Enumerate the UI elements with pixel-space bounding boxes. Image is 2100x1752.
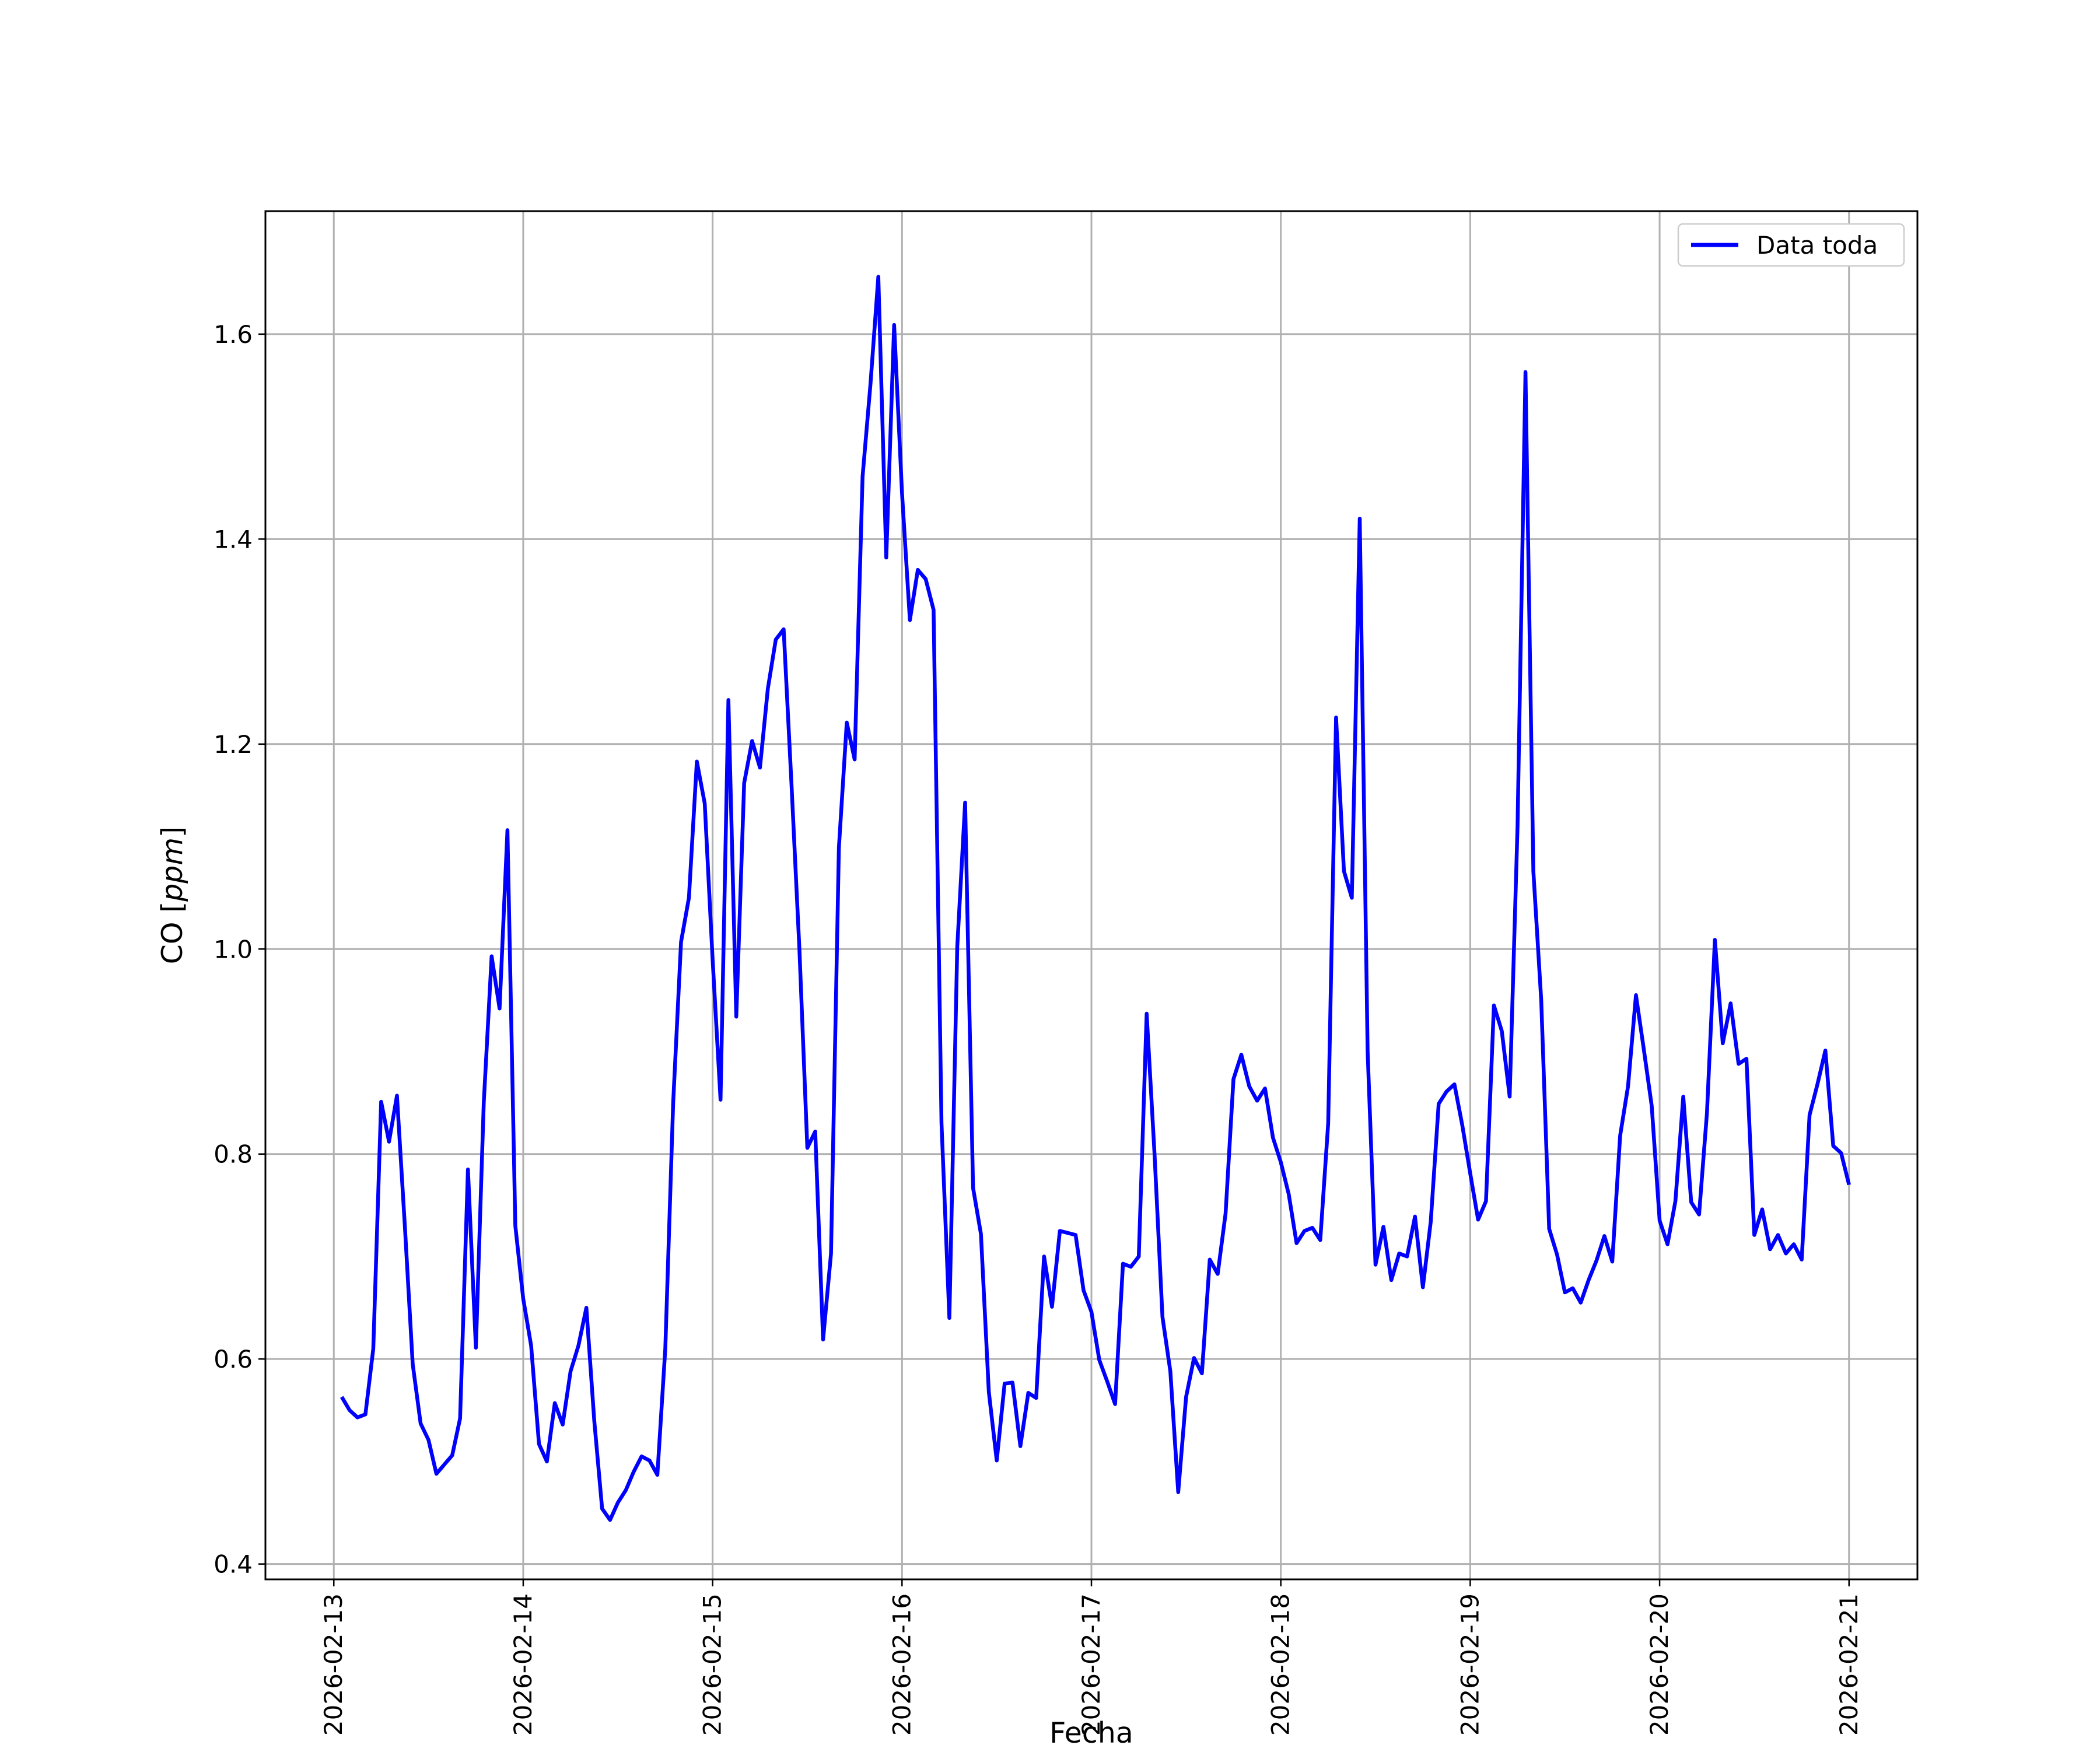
y-tick-label: 1.0 bbox=[214, 935, 253, 963]
x-tick-label: 2026-02-21 bbox=[1835, 1593, 1863, 1736]
series-line-0 bbox=[340, 275, 1851, 1522]
axis-ticks: 2026-02-13 2026-02-14 2026-02-15 2026-02-16… bbox=[214, 320, 1863, 1736]
y-tick-label: 1.4 bbox=[214, 525, 253, 553]
y-tick-label: 1.6 bbox=[214, 320, 253, 349]
y-axis-label-close-bracket: ] bbox=[156, 826, 189, 838]
x-tick-label: 2026-02-17 bbox=[1077, 1593, 1105, 1736]
x-tick-label: 2026-02-13 bbox=[319, 1593, 348, 1736]
legend-label: Data toda bbox=[1756, 231, 1878, 260]
y-axis-label-open-bracket: [ bbox=[156, 902, 189, 913]
y-axis-label-unit: ppm bbox=[156, 838, 189, 902]
y-axis-label-prefix: CO bbox=[156, 913, 189, 964]
y-tick-label: 1.2 bbox=[214, 730, 253, 759]
y-tick-label: 0.6 bbox=[214, 1345, 253, 1373]
series-layer bbox=[340, 275, 1851, 1522]
x-tick-label: 2026-02-20 bbox=[1645, 1593, 1674, 1736]
x-tick-label: 2026-02-15 bbox=[698, 1593, 727, 1736]
x-tick-label: 2026-02-18 bbox=[1266, 1593, 1295, 1736]
grid bbox=[265, 211, 1917, 1579]
x-axis-label: Fecha bbox=[1049, 1716, 1133, 1750]
x-tick-label: 2026-02-19 bbox=[1455, 1593, 1484, 1736]
x-tick-label: 2026-02-14 bbox=[509, 1593, 537, 1736]
legend-box bbox=[1677, 223, 1905, 267]
y-tick-label: 0.4 bbox=[214, 1550, 253, 1579]
legend: Data toda bbox=[1677, 223, 1905, 267]
y-axis-label: CO [ppm] bbox=[156, 826, 189, 965]
y-tick-label: 0.8 bbox=[214, 1140, 253, 1169]
x-tick-label: 2026-02-16 bbox=[887, 1593, 916, 1736]
